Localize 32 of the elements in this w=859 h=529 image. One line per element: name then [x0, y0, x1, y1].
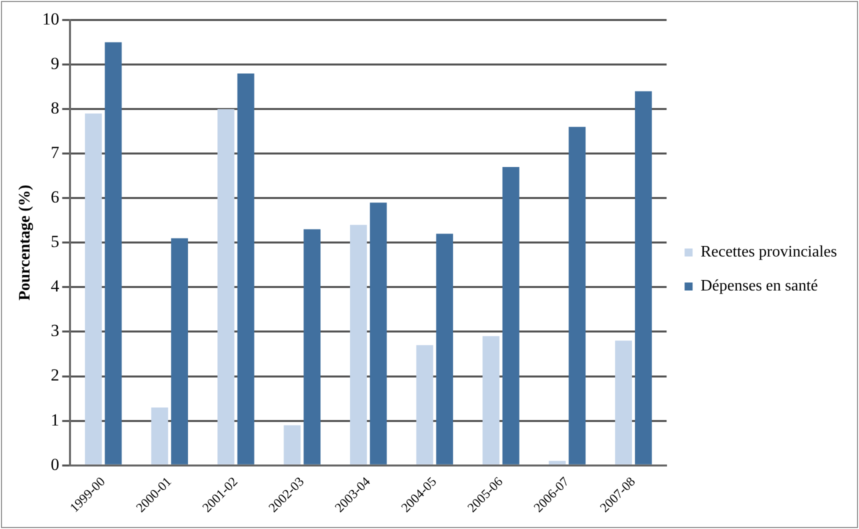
bar: [104, 42, 122, 464]
y-tick-label: 9: [50, 54, 60, 73]
bar: [151, 407, 168, 464]
bar: [502, 166, 520, 464]
y-tick-label: 10: [42, 9, 60, 28]
bar: [436, 234, 454, 464]
y-tick-label: 1: [50, 410, 60, 430]
bar: [237, 73, 254, 464]
y-tick-label: 7: [50, 143, 60, 162]
bar: [416, 345, 434, 464]
bar: [284, 425, 301, 464]
y-tick-label: 0: [50, 454, 60, 474]
bar: [615, 340, 632, 464]
bar: [171, 238, 188, 464]
bar: [217, 109, 234, 464]
y-tick-label: 5: [50, 232, 60, 252]
y-tick-label: 4: [50, 276, 60, 296]
bar: [634, 91, 652, 464]
bar: [350, 224, 367, 464]
bar: [304, 229, 321, 464]
bar: [568, 126, 586, 464]
bar: [482, 336, 500, 464]
y-tick-label: 6: [50, 188, 60, 207]
y-tick-label: 3: [50, 321, 60, 340]
legend-label: Recettes provinciales: [700, 244, 837, 261]
bar: [370, 202, 387, 464]
y-axis-title: Pourcentage (%): [16, 184, 34, 300]
bar: [548, 460, 566, 464]
bar: [84, 114, 102, 464]
y-tick-label: 2: [50, 366, 60, 385]
y-tick-label: 8: [50, 98, 60, 118]
legend-label: Dépenses en santé: [700, 278, 818, 295]
